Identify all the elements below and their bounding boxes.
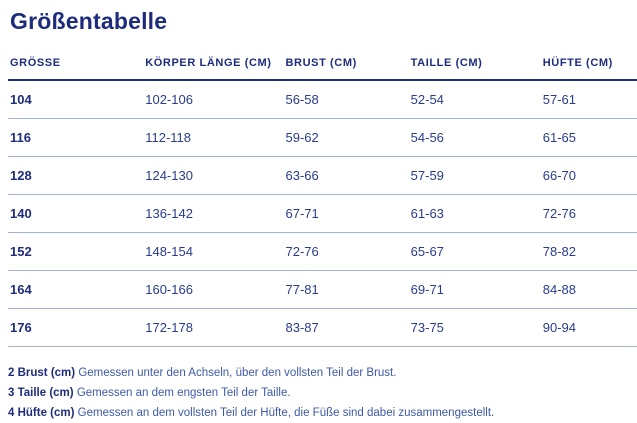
table-row: 164 160-166 77-81 69-71 84-88 xyxy=(8,270,637,309)
taille-value: 69-71 xyxy=(408,270,541,309)
huefte-value: 72-76 xyxy=(540,194,637,233)
taille-value: 57-59 xyxy=(408,156,541,195)
huefte-value: 66-70 xyxy=(540,156,637,195)
footnote-brust-text: Gemessen unter den Achseln, über den vol… xyxy=(78,367,397,379)
huefte-value: 90-94 xyxy=(540,308,637,347)
taille-value: 61-63 xyxy=(408,194,541,233)
table-row: 152 148-154 72-76 65-67 78-82 xyxy=(8,232,637,271)
footnote-huefte-text: Gemessen an dem vollsten Teil der Hüfte,… xyxy=(77,407,495,419)
size-value: 164 xyxy=(8,270,144,309)
table-row: 128 124-130 63-66 57-59 66-70 xyxy=(8,156,637,195)
size-value: 116 xyxy=(8,118,144,157)
koerper-laenge-value: 136-142 xyxy=(143,194,284,233)
footnote-taille: 3 Taille (cm) Gemessen an dem engsten Te… xyxy=(8,383,637,403)
koerper-laenge-value: 102-106 xyxy=(143,80,284,119)
footnote-huefte: 4 Hüfte (cm) Gemessen an dem vollsten Te… xyxy=(8,403,637,423)
koerper-laenge-value: 160-166 xyxy=(143,270,284,309)
column-header-brust: BRUST (CM) xyxy=(283,57,409,81)
size-table-header: GRÖSSE KÖRPER LÄNGE (CM) BRUST (CM) TAIL… xyxy=(8,57,637,81)
column-header-koerper-laenge: KÖRPER LÄNGE (CM) xyxy=(143,57,284,81)
brust-value: 67-71 xyxy=(283,194,409,233)
koerper-laenge-value: 172-178 xyxy=(143,308,284,347)
table-row: 176 172-178 83-87 73-75 90-94 xyxy=(8,308,637,347)
size-value: 104 xyxy=(8,80,144,119)
size-value: 140 xyxy=(8,194,144,233)
size-value: 176 xyxy=(8,308,144,347)
size-table: GRÖSSE KÖRPER LÄNGE (CM) BRUST (CM) TAIL… xyxy=(8,57,637,347)
table-row: 104 102-106 56-58 52-54 57-61 xyxy=(8,80,637,119)
koerper-laenge-value: 112-118 xyxy=(143,118,284,157)
brust-value: 77-81 xyxy=(283,270,409,309)
taille-value: 65-67 xyxy=(408,232,541,271)
koerper-laenge-value: 124-130 xyxy=(143,156,284,195)
size-value: 128 xyxy=(8,156,144,195)
column-header-groesse: GRÖSSE xyxy=(8,57,144,81)
huefte-value: 61-65 xyxy=(540,118,637,157)
table-row: 116 112-118 59-62 54-56 61-65 xyxy=(8,118,637,157)
column-header-huefte: HÜFTE (CM) xyxy=(540,57,637,81)
table-row: 140 136-142 67-71 61-63 72-76 xyxy=(8,194,637,233)
koerper-laenge-value: 148-154 xyxy=(143,232,284,271)
taille-value: 73-75 xyxy=(408,308,541,347)
taille-value: 54-56 xyxy=(408,118,541,157)
huefte-value: 78-82 xyxy=(540,232,637,271)
brust-value: 83-87 xyxy=(283,308,409,347)
huefte-value: 84-88 xyxy=(540,270,637,309)
size-value: 152 xyxy=(8,232,144,271)
footnote-taille-label: 3 Taille (cm) xyxy=(8,387,74,399)
footnotes: 2 Brust (cm) Gemessen unter den Achseln,… xyxy=(8,363,637,423)
taille-value: 52-54 xyxy=(408,80,541,119)
footnote-brust-label: 2 Brust (cm) xyxy=(8,367,76,379)
footnote-taille-text: Gemessen an dem engsten Teil der Taille. xyxy=(76,387,291,399)
column-header-taille: TAILLE (CM) xyxy=(408,57,541,81)
brust-value: 72-76 xyxy=(283,232,409,271)
huefte-value: 57-61 xyxy=(540,80,637,119)
size-table-body: 104 102-106 56-58 52-54 57-61 116 112-11… xyxy=(8,80,637,347)
header-row: GRÖSSE KÖRPER LÄNGE (CM) BRUST (CM) TAIL… xyxy=(8,57,637,81)
brust-value: 63-66 xyxy=(283,156,409,195)
brust-value: 56-58 xyxy=(283,80,409,119)
footnote-brust: 2 Brust (cm) Gemessen unter den Achseln,… xyxy=(8,363,637,383)
page-title: Größentabelle xyxy=(10,8,168,34)
footnote-huefte-label: 4 Hüfte (cm) xyxy=(8,407,75,419)
brust-value: 59-62 xyxy=(283,118,409,157)
